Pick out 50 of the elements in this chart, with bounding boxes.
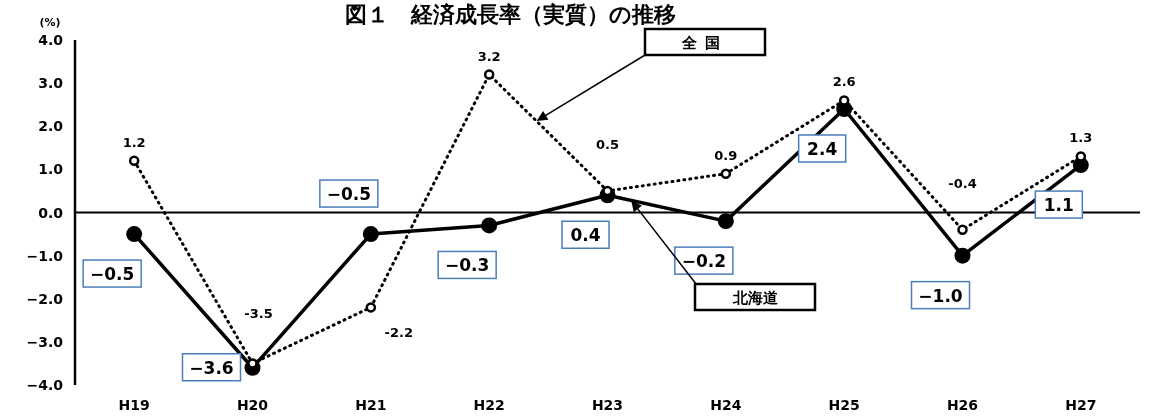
point <box>483 69 495 80</box>
x-tick-label: H22 <box>473 397 505 413</box>
x-tick-label: H26 <box>946 397 979 413</box>
data-label: 3.2 <box>477 48 501 64</box>
y-axis-title: (%) <box>39 16 61 29</box>
x-tick-label: H21 <box>355 397 387 413</box>
data-label: 2.6 <box>832 74 856 90</box>
y-tick-label: 2.0 <box>38 118 64 135</box>
x-tick-label: H19 <box>118 397 150 413</box>
point <box>128 155 140 166</box>
data-label: −0.5 <box>89 264 135 285</box>
data-label: 1.1 <box>1043 195 1074 216</box>
data-label: −0.3 <box>444 255 490 276</box>
data-label: −3.6 <box>189 357 234 378</box>
x-tick-label: H25 <box>828 397 860 413</box>
x-tick-label: H24 <box>710 397 742 413</box>
data-label: 1.2 <box>122 134 146 150</box>
data-label: 0.9 <box>714 147 738 163</box>
chart-title: 図１ 経済成長率（実質）の推移 <box>344 2 676 27</box>
data-label: −1.0 <box>918 285 963 306</box>
y-tick-label: −2.0 <box>26 290 64 307</box>
y-tick-label: −1.0 <box>26 247 64 264</box>
point <box>362 226 379 243</box>
point <box>365 302 377 313</box>
data-label: -0.4 <box>948 175 977 191</box>
point <box>957 224 968 235</box>
data-label: -3.5 <box>244 306 273 322</box>
data-label: -2.2 <box>384 325 414 341</box>
y-tick-label: 1.0 <box>38 161 64 178</box>
text: 全国 <box>681 34 728 52</box>
y-tick-label: −4.0 <box>26 377 64 393</box>
x-tick-label: H27 <box>1065 397 1097 413</box>
y-tick-label: 0.0 <box>38 204 64 221</box>
point <box>717 213 734 230</box>
text: 北海道 <box>731 289 779 307</box>
data-label: −0.5 <box>326 184 372 205</box>
point <box>720 168 732 179</box>
data-label: 0.4 <box>570 225 601 246</box>
y-tick-label: −3.0 <box>26 333 64 350</box>
point <box>481 217 498 234</box>
x-tick-label: H23 <box>591 397 624 413</box>
data-label: 1.3 <box>1069 130 1093 146</box>
data-label: −0.2 <box>681 251 727 272</box>
x-tick-label: H20 <box>236 397 269 413</box>
y-tick-label: 4.0 <box>38 32 64 48</box>
data-label: 2.4 <box>807 139 838 159</box>
data-label: 0.5 <box>595 136 620 152</box>
point <box>126 226 143 243</box>
y-tick-label: 3.0 <box>38 75 64 92</box>
point <box>954 247 971 264</box>
